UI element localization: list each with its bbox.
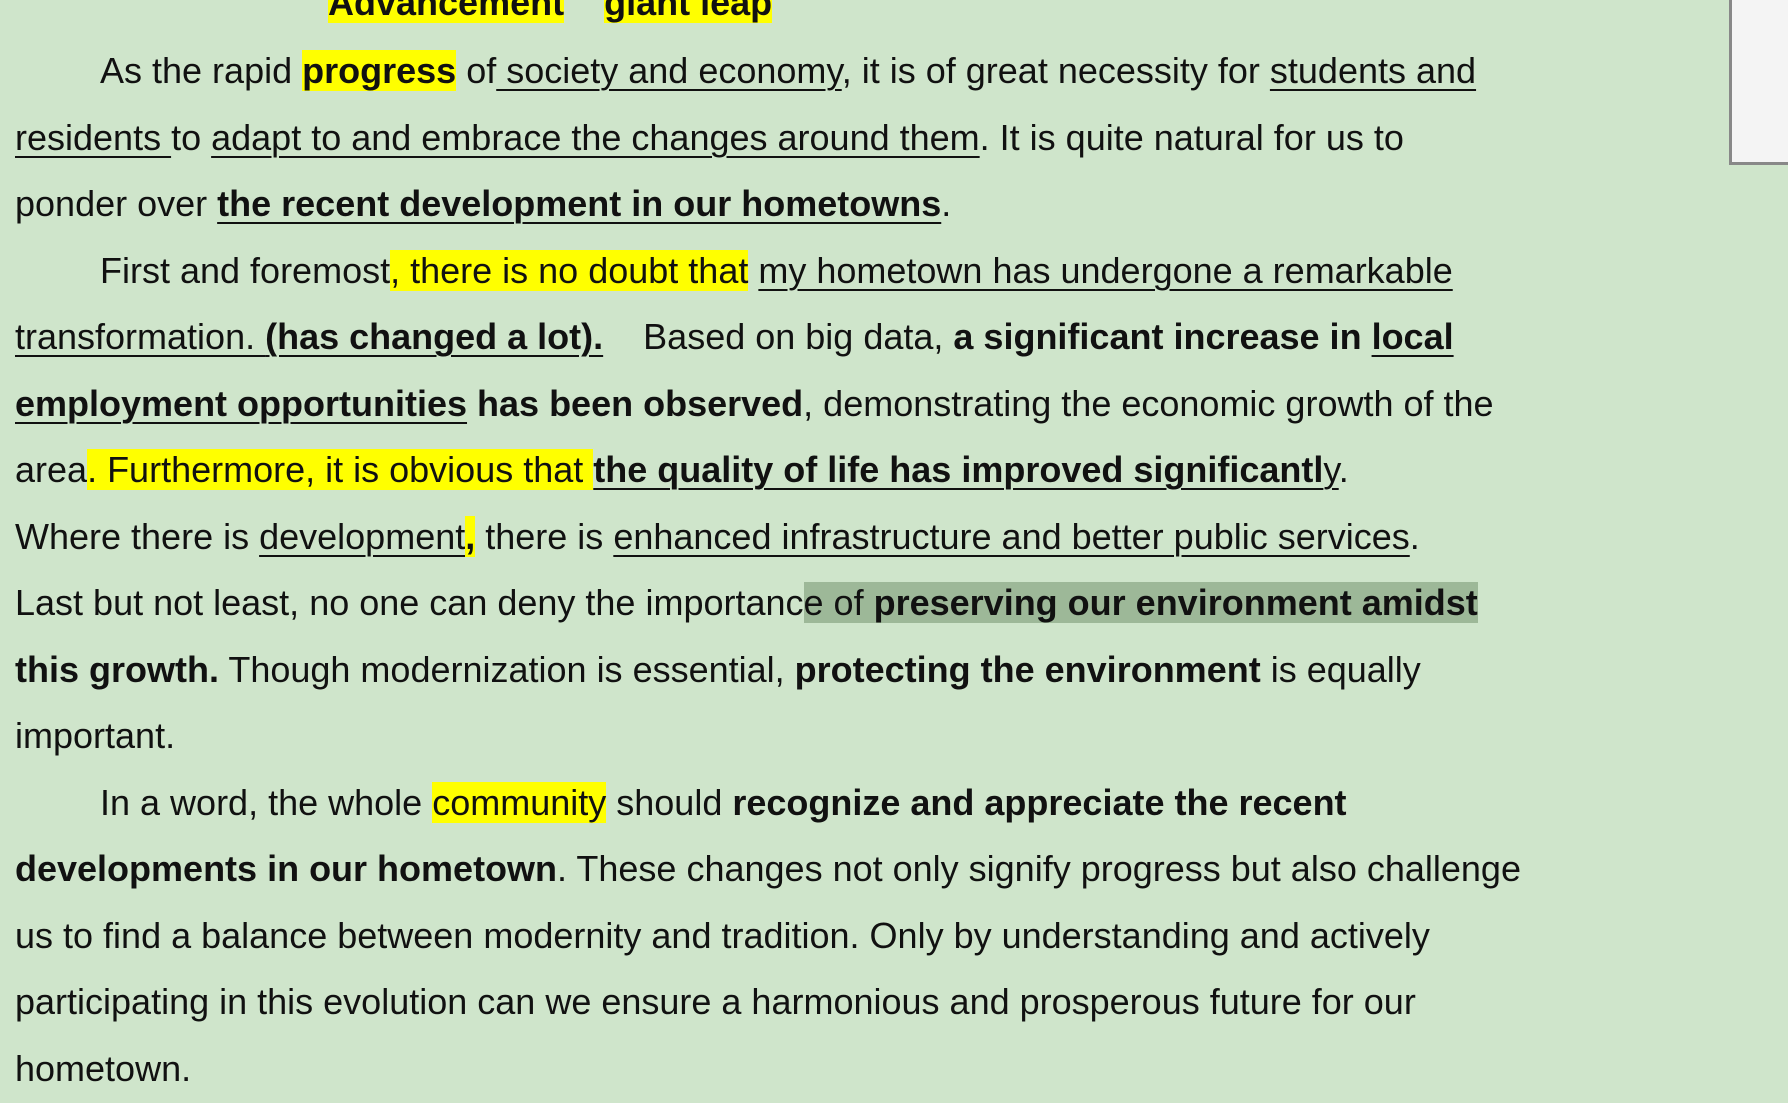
line: developments in our hometown. These chan… [15, 836, 1521, 902]
line: ponder over the recent development in ou… [15, 171, 951, 237]
run: . [1338, 449, 1349, 490]
run: community [432, 781, 607, 823]
heading-run: giant leap [604, 0, 773, 23]
run: us to find a balance between modernity a… [15, 914, 1430, 956]
run: , there is no doubt that [390, 249, 749, 291]
run: hometown. [15, 1047, 192, 1089]
run: should [606, 781, 733, 823]
run: In a word, the whole [100, 781, 433, 823]
line: As the rapid progress of society and eco… [100, 38, 1476, 104]
run: . Furthermore, it is obvious that [87, 449, 594, 490]
run: First and foremost [100, 249, 391, 291]
line: In a word, the whole community should re… [100, 770, 1347, 836]
run: Based on big data, [643, 316, 954, 357]
run: e of [803, 582, 874, 623]
run: has been observed [467, 382, 804, 424]
line: Where there is development, there is enh… [15, 504, 1420, 570]
run: , [465, 515, 476, 557]
run: residents [15, 116, 172, 158]
run: development [259, 515, 466, 557]
run: of [456, 50, 497, 91]
run: developments in our hometown [15, 848, 558, 889]
run: . [941, 183, 952, 224]
line: important. [15, 703, 175, 769]
run [748, 250, 758, 291]
run: local [1371, 316, 1454, 357]
heading: Advancement giant leap [328, 0, 773, 36]
run: progress [302, 50, 457, 91]
run: important. [15, 715, 176, 756]
run: transformation. [15, 316, 266, 357]
line: us to find a balance between modernity a… [15, 903, 1430, 969]
line: hometown. [15, 1036, 191, 1102]
run: , it is of great necessity for [841, 50, 1270, 91]
line: residents to adapt to and embrace the ch… [15, 105, 1404, 171]
webcam-overlay [1729, 0, 1788, 165]
run: , demonstrating the economic growth of t… [803, 382, 1494, 424]
run: area [15, 449, 88, 490]
run: Last but not least, no one can deny the … [15, 582, 804, 623]
line: employment opportunities has been observ… [15, 371, 1494, 437]
run: participating in this evolution can we e… [15, 981, 1416, 1022]
run: recognize and appreciate the recent [732, 781, 1347, 823]
run: Where there is [15, 515, 260, 557]
run: preserving our environment amidst [873, 582, 1478, 623]
run: my hometown has undergone a remarkable [758, 249, 1453, 291]
heading-run: Advancement [328, 0, 565, 23]
line: transformation. (has changed a lot). Base… [15, 304, 1454, 370]
run: the recent development in our hometowns [217, 183, 942, 224]
line: Last but not least, no one can deny the … [15, 570, 1478, 636]
run: . These changes not only signify progres… [557, 848, 1521, 889]
run: (has changed a lot). [265, 316, 604, 357]
run: y [1323, 449, 1339, 490]
run: this growth. [15, 648, 219, 690]
run: . [1409, 515, 1420, 557]
run: As the rapid [100, 50, 303, 91]
run: . It is quite natural for us to [979, 116, 1404, 158]
run: adapt to and embrace the changes around … [211, 116, 980, 158]
run: Though modernization is essential, [218, 648, 795, 690]
line: First and foremost, there is no doubt th… [100, 238, 1453, 304]
run: enhanced infrastructure and better publi… [613, 515, 1410, 557]
run: the quality of life has improved signifi… [593, 449, 1324, 490]
run: ponder over [15, 183, 218, 224]
run: there is [475, 515, 614, 557]
line: this growth. Though modernization is ess… [15, 637, 1421, 703]
run: students and [1269, 50, 1477, 91]
run: a significant increase in [953, 316, 1372, 357]
line: participating in this evolution can we e… [15, 969, 1416, 1035]
line: area. Furthermore, it is obvious that th… [15, 437, 1349, 503]
run: is equally [1260, 648, 1421, 690]
run: protecting the environment [794, 648, 1261, 690]
run: to [171, 116, 212, 158]
run: employment opportunities [15, 382, 468, 424]
run: society and economy [496, 50, 842, 91]
